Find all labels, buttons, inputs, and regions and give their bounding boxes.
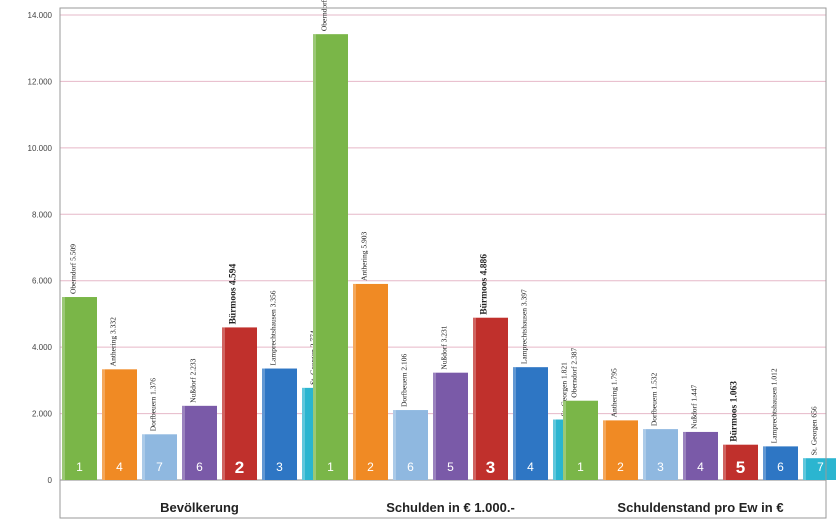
- y-tick-label: 10.000: [28, 144, 53, 153]
- bar: [513, 367, 548, 480]
- bar-value-label: Dorfbeuern 1.376: [149, 378, 158, 432]
- bar: [262, 368, 297, 480]
- rank-label: 7: [156, 460, 163, 474]
- bar-highlight: [102, 369, 105, 480]
- y-tick-label: 14.000: [28, 11, 53, 20]
- bar: [102, 369, 137, 480]
- rank-label: 6: [777, 460, 784, 474]
- y-tick-label: 8.000: [32, 210, 53, 219]
- bar: [313, 34, 348, 480]
- bar: [393, 410, 428, 480]
- bar-highlight: [553, 419, 556, 480]
- bar-value-label: Anthering 3.332: [109, 317, 118, 366]
- bar: [142, 434, 177, 480]
- bar-value-label: Dorfbeuern 1.532: [650, 373, 659, 427]
- bar-value-label: St. Georgen 656: [810, 406, 819, 455]
- bar-highlight: [302, 387, 305, 480]
- bar: [353, 283, 388, 480]
- bar-highlight: [142, 434, 145, 480]
- bar-highlight: [603, 420, 606, 480]
- bar-value-label: Oberndorf 5.509: [69, 244, 78, 294]
- y-tick-label: 0: [48, 476, 53, 485]
- y-tick-label: 6.000: [32, 277, 53, 286]
- bar-highlight: [433, 372, 436, 480]
- rank-label: 6: [407, 460, 414, 474]
- bar-highlight: [353, 283, 356, 480]
- bar-highlight: [393, 410, 396, 480]
- bar-value-label: Oberndorf 2.387: [570, 347, 579, 397]
- bar-value-label: Nußdorf 3.231: [440, 325, 449, 369]
- bar-highlight: [313, 34, 316, 480]
- category-labels: Bevölkerung Schulden in € 1.000.- Schulden…: [160, 500, 783, 515]
- bar: [222, 327, 257, 480]
- bar-highlight: [182, 405, 185, 480]
- bar: [62, 297, 97, 480]
- rank-label: 4: [697, 460, 704, 474]
- bar-value-label: Lamprechtshausen 3.397: [520, 289, 529, 364]
- rank-label: 3: [486, 458, 495, 477]
- bar-highlight: [763, 446, 766, 480]
- bar-value-label: Nußdorf 2.233: [189, 358, 198, 402]
- bar-highlight: [62, 297, 65, 480]
- bar: [563, 400, 598, 480]
- bar-highlight: [262, 368, 265, 480]
- rank-label: 5: [736, 458, 745, 477]
- bar-highlight: [473, 317, 476, 480]
- rank-label: 6: [196, 460, 203, 474]
- bar-highlight: [222, 327, 225, 480]
- category-label: Schulden in € 1.000.-: [386, 500, 515, 515]
- category-label: Bevölkerung: [160, 500, 239, 515]
- bar-value-label: Bürmoos 1.063: [730, 381, 740, 442]
- bar-value-label: Dorfbeuern 2.106: [400, 353, 409, 407]
- bar-highlight: [683, 431, 686, 480]
- bar-value-label: Anthering 5.903: [360, 232, 369, 281]
- bar-value-label: Oberndorf 13.423: [320, 0, 329, 31]
- rank-label: 1: [327, 460, 334, 474]
- bar-highlight: [513, 367, 516, 480]
- bar: [803, 458, 836, 480]
- rank-label: 2: [367, 460, 374, 474]
- rank-label: 5: [447, 460, 454, 474]
- bar: [182, 405, 217, 480]
- plot-frame: [59, 7, 827, 519]
- bar-highlight: [563, 400, 566, 480]
- rank-label: 7: [817, 460, 824, 474]
- rank-label: 1: [577, 460, 584, 474]
- bar: [603, 420, 638, 480]
- y-tick-label: 4.000: [32, 343, 53, 352]
- bar-highlight: [803, 458, 806, 480]
- rank-label: 4: [116, 460, 123, 474]
- bar: [473, 317, 508, 480]
- bar: [433, 372, 468, 480]
- bar-value-label: St. Georgen 1.821: [560, 362, 569, 417]
- bar-value-label: Nußdorf 1.447: [690, 385, 699, 429]
- bar: [723, 444, 758, 480]
- y-tick-label: 2.000: [32, 410, 53, 419]
- y-tick-label: 12.000: [28, 77, 53, 86]
- bar-value-label: Anthering 1.795: [610, 368, 619, 417]
- rank-label: 3: [657, 460, 664, 474]
- bar-highlight: [643, 429, 646, 480]
- y-axis-ticks: 0 2.000 4.000 6.000 8.000 10.000 12.000 14.000: [28, 11, 53, 485]
- bar-value-label: Lamprechtshausen 1.012: [770, 368, 779, 443]
- bar: [683, 431, 718, 480]
- rank-label: 4: [527, 460, 534, 474]
- bar-value-label: Lamprechtshausen 3.356: [269, 290, 278, 365]
- bar-highlight: [723, 444, 726, 480]
- bars: Oberndorf 5.509 1 Anthering 3.332 4 Dorfbeue…: [62, 0, 836, 480]
- rank-label: 2: [617, 460, 624, 474]
- bar-value-label: Bürmoos 4.886: [480, 254, 490, 315]
- rank-label: 3: [276, 460, 283, 474]
- bar: [763, 446, 798, 480]
- rank-label: 1: [76, 460, 83, 474]
- bar: [643, 429, 678, 480]
- category-label: Schuldenstand pro Ew in €: [617, 500, 783, 515]
- bar-value-label: Bürmoos 4.594: [229, 263, 239, 324]
- rank-label: 2: [235, 458, 244, 477]
